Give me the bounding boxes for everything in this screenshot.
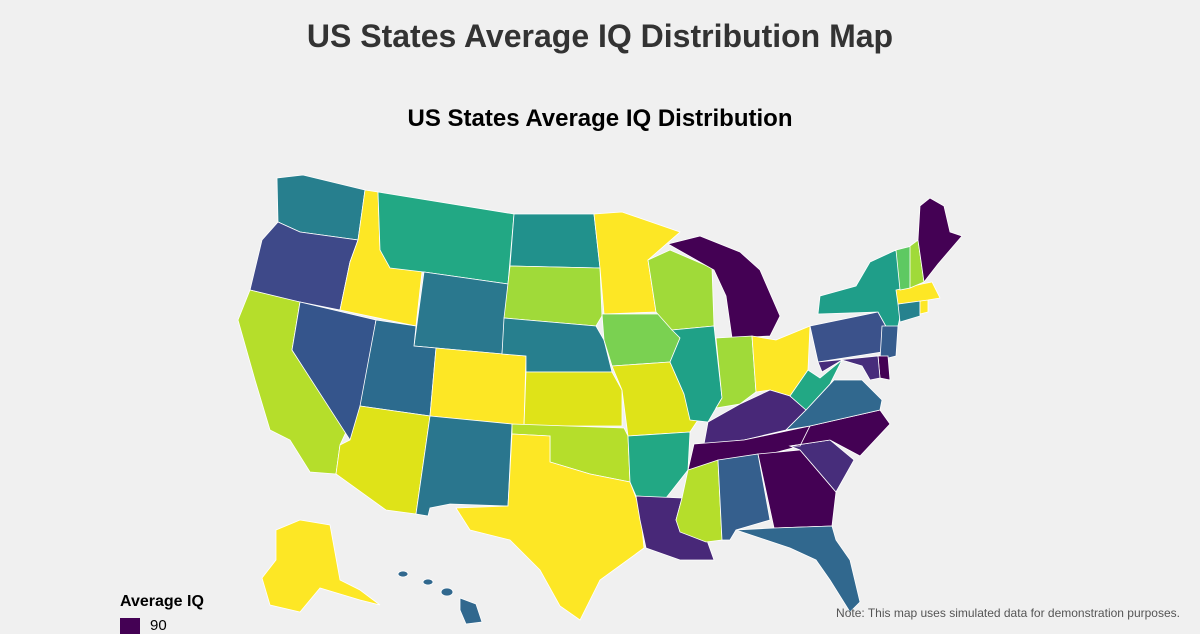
state-kansas[interactable]	[523, 371, 623, 427]
legend-entry: 90	[120, 617, 204, 634]
map-title: US States Average IQ Distribution	[407, 105, 793, 132]
state-new-mexico[interactable]	[415, 415, 513, 517]
legend-label: 90	[150, 617, 167, 634]
state-maryland[interactable]	[817, 355, 881, 381]
state-hawaii[interactable]	[397, 570, 483, 625]
data-note: Note: This map uses simulated data for d…	[836, 606, 1180, 620]
state-wyoming[interactable]	[413, 271, 509, 355]
state-alaska[interactable]	[261, 519, 381, 613]
state-illinois[interactable]	[669, 325, 723, 423]
page-title: US States Average IQ Distribution Map	[306, 18, 894, 54]
state-rhode-island[interactable]	[919, 299, 929, 315]
state-indiana[interactable]	[715, 335, 757, 409]
state-colorado[interactable]	[429, 347, 527, 427]
state-south-dakota[interactable]	[503, 265, 603, 327]
legend: Average IQ 90	[120, 593, 204, 634]
state-maine[interactable]	[917, 197, 963, 283]
state-north-dakota[interactable]	[509, 213, 601, 269]
state-arkansas[interactable]	[627, 431, 691, 499]
legend-title: Average IQ	[120, 593, 204, 610]
state-new-jersey[interactable]	[879, 325, 899, 361]
state-michigan[interactable]	[666, 235, 781, 339]
legend-swatch	[120, 617, 140, 634]
state-pennsylvania[interactable]	[809, 311, 889, 363]
state-florida[interactable]	[735, 525, 861, 613]
state-texas[interactable]	[455, 433, 645, 621]
